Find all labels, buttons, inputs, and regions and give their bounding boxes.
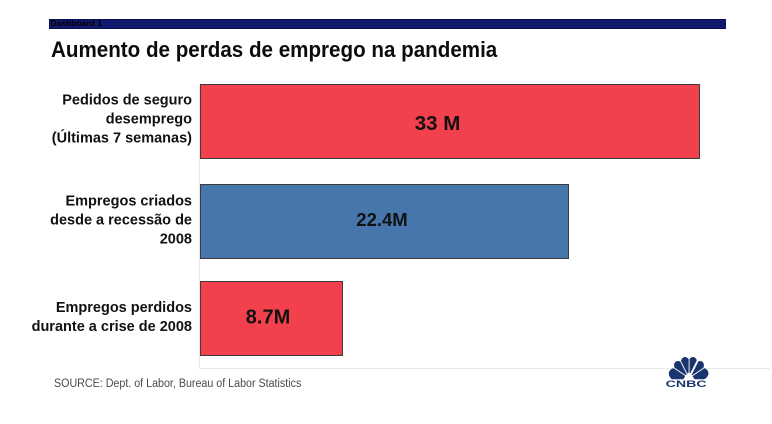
svg-text:CNBC: CNBC <box>666 378 707 388</box>
